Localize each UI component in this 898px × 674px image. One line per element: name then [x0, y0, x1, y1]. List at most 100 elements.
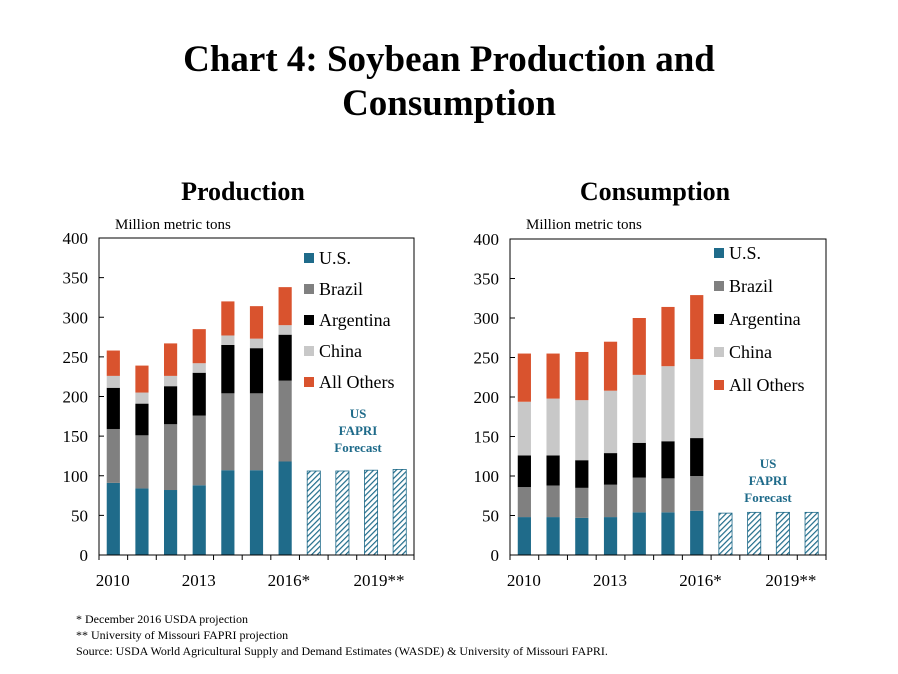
- bar-china-2013: [193, 363, 206, 373]
- forecast-label-line: Forecast: [744, 490, 792, 505]
- bar-u-s-2016: [690, 511, 703, 555]
- bar-all-others-2013: [193, 329, 206, 363]
- y-tick-label: 100: [63, 467, 89, 486]
- chart-title: Consumption: [580, 177, 731, 206]
- bar-china-2016: [279, 325, 292, 335]
- bar-forecast-2019: [776, 512, 789, 555]
- bar-brazil-2015: [250, 393, 263, 470]
- x-tick-label: 2010: [96, 571, 130, 590]
- legend-label-brazil: Brazil: [319, 279, 363, 299]
- bar-argentina-2016: [279, 335, 292, 381]
- bar-all-others-2012: [164, 343, 177, 375]
- bar-u-s-2010: [518, 517, 531, 555]
- y-tick-label: 50: [482, 507, 499, 526]
- bar-u-s-2011: [546, 517, 559, 555]
- legend-label-all-others: All Others: [319, 372, 395, 392]
- legend-label-china: China: [729, 342, 772, 362]
- legend-label-u-s: U.S.: [729, 243, 761, 263]
- y-axis-label: Million metric tons: [526, 217, 642, 233]
- bar-brazil-2010: [107, 429, 120, 483]
- bar-china-2014: [221, 335, 234, 345]
- footnotes: * December 2016 USDA projection ** Unive…: [76, 611, 608, 659]
- bar-argentina-2010: [107, 388, 120, 429]
- x-tick-label: 2016*: [268, 571, 311, 590]
- x-tick-label: 2010: [507, 571, 541, 590]
- bar-all-others-2015: [250, 306, 263, 338]
- legend-swatch-argentina: [304, 315, 314, 325]
- legend-swatch-brazil: [714, 281, 724, 291]
- legend-swatch-u-s: [714, 248, 724, 258]
- legend-swatch-argentina: [714, 314, 724, 324]
- legend-swatch-china: [304, 346, 314, 356]
- y-tick-label: 200: [63, 388, 89, 407]
- y-tick-label: 400: [63, 229, 89, 248]
- bar-argentina-2011: [546, 455, 559, 485]
- bar-brazil-2014: [633, 478, 646, 513]
- forecast-label-line: US: [350, 406, 367, 421]
- legend-swatch-brazil: [304, 284, 314, 294]
- y-tick-label: 300: [63, 308, 89, 327]
- bar-u-s-2016: [279, 461, 292, 555]
- legend-swatch-u-s: [304, 253, 314, 263]
- bar-china-2015: [250, 339, 263, 349]
- charts-canvas: Production Million metric tons US FAPRI Fore…: [0, 0, 898, 674]
- bar-forecast-2017: [719, 513, 732, 555]
- bar-argentina-2014: [633, 443, 646, 478]
- forecast-label-line: FAPRI: [339, 423, 378, 438]
- bar-u-s-2014: [221, 470, 234, 555]
- bar-argentina-2012: [575, 460, 588, 488]
- bar-argentina-2010: [518, 455, 531, 487]
- bar-u-s-2015: [661, 512, 674, 555]
- bar-brazil-2012: [575, 488, 588, 518]
- footnote-1: * December 2016 USDA projection: [76, 611, 608, 627]
- bar-u-s-2011: [135, 488, 148, 555]
- y-tick-label: 350: [63, 269, 89, 288]
- y-tick-label: 0: [491, 546, 500, 565]
- bar-all-others-2010: [107, 351, 120, 376]
- x-tick-label: 2013: [182, 571, 216, 590]
- bar-brazil-2015: [661, 478, 674, 512]
- bar-argentina-2015: [661, 441, 674, 478]
- bar-u-s-2012: [575, 518, 588, 555]
- bar-china-2010: [518, 402, 531, 456]
- y-tick-label: 250: [63, 348, 89, 367]
- bar-u-s-2012: [164, 490, 177, 555]
- bar-argentina-2016: [690, 438, 703, 476]
- legend-swatch-all-others: [714, 380, 724, 390]
- bar-brazil-2013: [193, 416, 206, 486]
- y-tick-label: 100: [474, 467, 500, 486]
- bar-u-s-2013: [193, 485, 206, 555]
- legend-swatch-china: [714, 347, 724, 357]
- chart-title: Production: [181, 177, 305, 206]
- bar-all-others-2010: [518, 354, 531, 402]
- bar-brazil-2012: [164, 424, 177, 490]
- bar-u-s-2010: [107, 483, 120, 555]
- bar-brazil-2016: [279, 381, 292, 462]
- bar-forecast-2017: [307, 471, 320, 555]
- bar-forecast-2019: [364, 470, 377, 555]
- bar-brazil-2013: [604, 485, 617, 517]
- bar-brazil-2014: [221, 393, 234, 470]
- bar-china-2016: [690, 359, 703, 438]
- bar-all-others-2014: [221, 301, 234, 335]
- bar-china-2014: [633, 375, 646, 443]
- y-tick-label: 150: [474, 428, 500, 447]
- bar-argentina-2014: [221, 345, 234, 393]
- x-tick-label: 2013: [593, 571, 627, 590]
- bar-brazil-2016: [690, 476, 703, 511]
- bar-u-s-2013: [604, 517, 617, 555]
- x-tick-label: 2019**: [765, 571, 816, 590]
- bar-china-2012: [164, 376, 177, 386]
- legend-swatch-all-others: [304, 377, 314, 387]
- legend-label-u-s: U.S.: [319, 248, 351, 268]
- bar-u-s-2014: [633, 512, 646, 555]
- bar-argentina-2015: [250, 348, 263, 393]
- forecast-label-line: US: [760, 456, 777, 471]
- legend-label-brazil: Brazil: [729, 276, 773, 296]
- bar-all-others-2011: [135, 366, 148, 393]
- y-tick-label: 350: [474, 270, 500, 289]
- legend-label-argentina: Argentina: [729, 309, 801, 329]
- bar-china-2012: [575, 400, 588, 460]
- bar-forecast-2018: [748, 512, 761, 555]
- bar-all-others-2013: [604, 342, 617, 391]
